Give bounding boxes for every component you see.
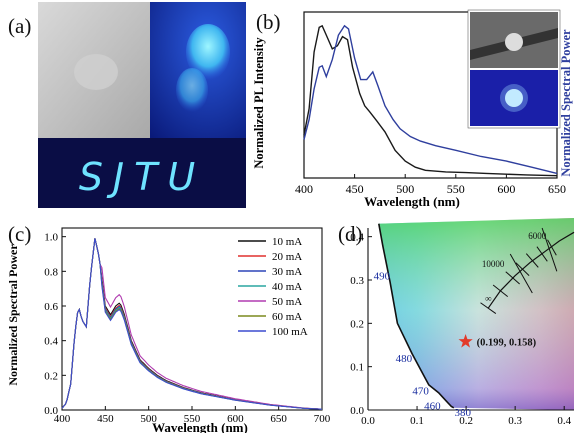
y-tick-label: 0.0 (44, 405, 58, 417)
series-line-6 (61, 238, 323, 410)
isotherm-tick (536, 246, 548, 262)
x-tick-label: 500 (396, 182, 414, 196)
isotherm-10000 (509, 253, 533, 294)
legend-label: 100 mA (272, 326, 308, 338)
cct-label: 6000 (528, 231, 547, 241)
x-tick-label: 450 (97, 413, 114, 425)
chart-c: 400 450 500 550 600 650 7000.00.20.40.60.81.0 … (6, 227, 330, 433)
x-tick-label: 700 (314, 413, 330, 425)
x-tick-label: 650 (270, 413, 287, 425)
isotherm-tick (480, 302, 497, 314)
y-tick-label: 0.3 (350, 275, 364, 287)
color-coordinate-label: (0.199, 0.158) (477, 338, 537, 349)
y-axis-title: Normalized Spectral Power (6, 244, 20, 386)
x-tick-label: 0.4 (557, 415, 571, 427)
legend-label: 20 mA (272, 251, 302, 263)
y-tick-label: 0.4 (44, 336, 58, 348)
panel-a-label: (a) (8, 14, 32, 38)
panel-d: (d) 0.0 0.1 0.2 0.3 0.4 0.0 0.1 0.2 0.3 0.4 (330, 210, 577, 433)
y-tick-label: 0.1 (350, 362, 364, 374)
x-tick-label: 550 (447, 182, 465, 196)
isotherm-tick (515, 262, 530, 276)
y-tick-label: 0.6 (44, 301, 58, 313)
x-tick-label: 500 (140, 413, 157, 425)
isotherm-tick (547, 239, 557, 256)
x-tick-label: 600 (227, 413, 244, 425)
series-line-2 (61, 238, 323, 410)
panel-c: (c) 400 450 500 550 600 650 700 0.0 0.2 0.4 0.6 0.8… (0, 210, 330, 433)
series-line-1 (61, 238, 323, 410)
x-tick-label: 550 (184, 413, 201, 425)
x-tick-label: 650 (548, 182, 566, 196)
y-tick-label: 0.0 (350, 405, 364, 417)
legend-label: 50 mA (272, 296, 302, 308)
isotherm-tick (492, 284, 509, 298)
y-tick-label: 0.8 (44, 266, 58, 278)
legend-label: 60 mA (272, 311, 302, 323)
x-tick-label: 600 (497, 182, 515, 196)
legend-label: 30 mA (272, 266, 302, 278)
wavelength-label: 380 (455, 407, 472, 419)
x-tick-label: 0.3 (508, 415, 522, 427)
isotherm-tick (525, 253, 539, 268)
isotherm-6000 (541, 227, 558, 272)
spectral-locus (378, 223, 455, 409)
color-coordinate-star (458, 334, 473, 348)
chart-d: 0.0 0.1 0.2 0.3 0.4 0.0 0.1 0.2 0.3 0.4 490 480 470… (350, 218, 575, 427)
y-tick-label: 1.0 (44, 232, 58, 244)
series-line-0 (303, 24, 558, 177)
wavelength-label: 460 (424, 401, 441, 413)
series-line-0 (61, 238, 323, 410)
x-axis-title: Wavelength (nm) (364, 194, 460, 209)
y-tick-label: 0.2 (44, 370, 58, 382)
legend-label: 40 mA (272, 281, 302, 293)
panel-b-label: (b) (256, 10, 281, 34)
cct-label: ∞ (485, 294, 491, 304)
series-line-1 (303, 24, 558, 175)
wavelength-label: 480 (396, 353, 413, 365)
panel-a-photos: SJTU (38, 2, 246, 208)
x-tick-label: 450 (346, 182, 364, 196)
x-tick-label: 400 (54, 413, 71, 425)
series-line-5 (61, 238, 323, 410)
x-tick-label: 0.2 (459, 415, 473, 427)
y-axis-title-right: Normalized Spectral Power (559, 29, 573, 177)
legend-label: 10 mA (272, 236, 302, 248)
panel-b: (b) 400 450 500 550 600 650 Wavelength (nm) N… (252, 0, 577, 210)
series-line-3 (61, 238, 323, 410)
wavelength-label: 490 (374, 271, 391, 283)
photo-sjtu-letters (38, 138, 246, 208)
y-axis-title: Normalized PL Intensity (252, 37, 266, 169)
x-tick-label: 400 (295, 182, 313, 196)
x-axis-title: Wavelength (nm) (152, 420, 248, 433)
x-tick-label: 0.1 (410, 415, 424, 427)
panel-a: (a) SJTU (0, 0, 250, 210)
cct-label: 10000 (482, 259, 505, 269)
y-tick-label: 0.4 (350, 232, 364, 244)
y-tick-label: 0.2 (350, 318, 364, 330)
chart-b: 400 450 500 550 600 650 Wavelength (nm) Norma… (252, 9, 573, 209)
panel-c-label: (c) (8, 222, 32, 246)
wavelength-label: 470 (412, 386, 429, 398)
isotherm-tick (505, 271, 520, 285)
series-line-4 (61, 238, 323, 410)
panel-d-label: (d) (338, 222, 363, 246)
x-tick-label: 0.0 (361, 415, 375, 427)
sjtu-glow-text: SJTU (79, 155, 205, 199)
